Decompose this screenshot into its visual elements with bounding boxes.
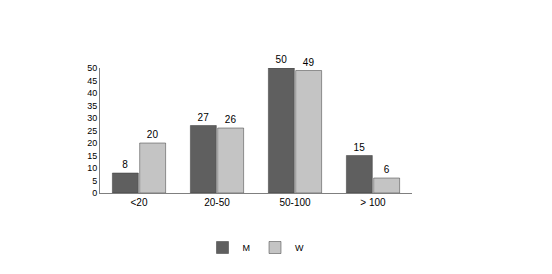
svg-text:5: 5 [92,176,97,186]
svg-text:30: 30 [87,113,97,123]
svg-text:20-50: 20-50 [204,197,230,208]
svg-text:40: 40 [87,88,97,98]
svg-text:49: 49 [303,57,315,68]
svg-text:50-100: 50-100 [279,197,311,208]
svg-text:20: 20 [147,129,159,140]
svg-text:20: 20 [87,138,97,148]
svg-text:8: 8 [122,159,128,170]
svg-text:6: 6 [384,164,390,175]
svg-text:45: 45 [87,76,97,86]
svg-text:M: M [243,243,251,253]
svg-text:27: 27 [198,112,210,123]
svg-text:10: 10 [87,163,97,173]
svg-text:<20: <20 [131,197,148,208]
svg-text:50: 50 [87,63,97,73]
svg-text:50: 50 [276,54,288,65]
svg-text:26: 26 [225,114,237,125]
svg-text:15: 15 [87,151,97,161]
svg-text:35: 35 [87,101,97,111]
svg-text:15: 15 [354,142,366,153]
svg-text:25: 25 [87,126,97,136]
svg-text:0: 0 [92,188,97,198]
svg-text:W: W [295,243,304,253]
svg-text:> 100: > 100 [360,197,386,208]
